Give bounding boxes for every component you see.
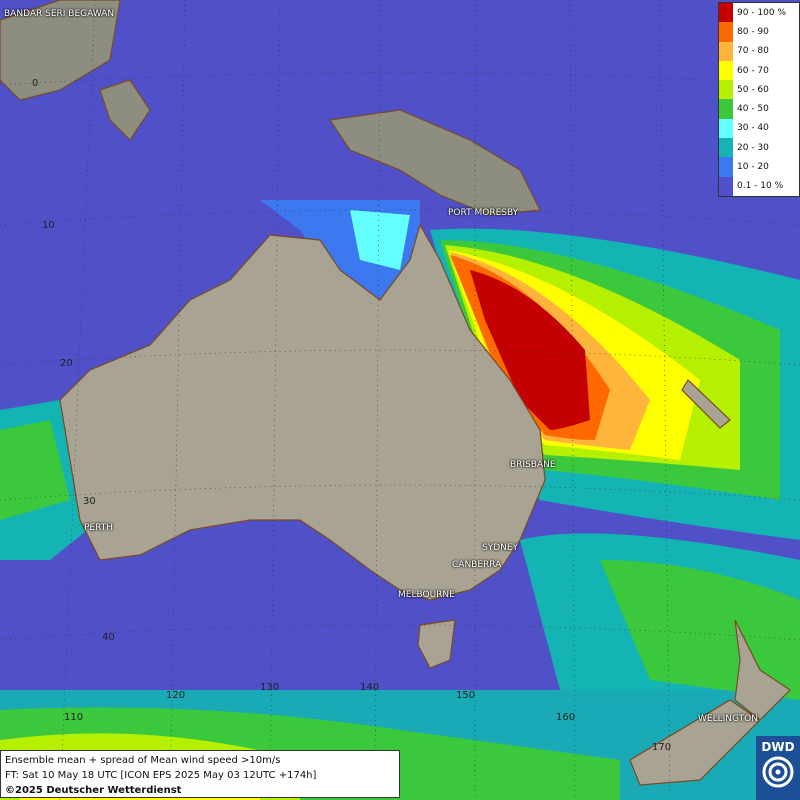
legend-label: 40 - 50 [737,104,769,115]
legend-label: 90 - 100 % [737,7,787,18]
legend-swatch [719,99,733,119]
city-bandar-seri-begawan: BANDAR SERI BEGAWAN [4,9,115,19]
legend-row: 60 - 70 [719,60,799,81]
lon-label-150: 150 [456,690,476,701]
legend-swatch [719,80,733,100]
legend-swatch [719,138,733,158]
info-forecast-time: FT: Sat 10 May 18 UTC [ICON EPS 2025 May… [5,770,317,781]
legend-swatch [719,3,733,23]
legend-label: 50 - 60 [737,84,769,95]
legend-row: 50 - 60 [719,80,799,100]
legend-label: 20 - 30 [737,142,769,153]
dwd-logo: DWD [756,736,800,800]
australia [59,223,546,601]
lon-label-120: 120 [166,690,186,701]
legend-row: 30 - 40 [719,118,799,139]
legend-swatch [719,157,733,177]
city-melbourne: MELBOURNE [398,590,455,600]
city-wellington: WELLINGTON [698,714,758,724]
legend-label: 10 - 20 [737,162,769,173]
lat-label-0: 0 [32,78,39,89]
new-zealand-south [629,699,761,786]
legend-swatch [719,22,733,42]
legend-label: 80 - 90 [737,26,769,37]
lon-label-160: 160 [556,712,576,723]
legend-label: 0.1 - 10 % [737,181,784,192]
city-canberra: CANBERRA [452,560,502,570]
legend: 90 - 100 % 80 - 90 70 - 80 60 - 70 50 - … [718,2,800,197]
new-caledonia [681,379,731,429]
legend-row: 80 - 90 [719,22,799,42]
lat-label-40: 40 [102,632,115,643]
swirl-icon [762,756,794,788]
lon-label-130: 130 [260,682,280,693]
dwd-logo-text: DWD [761,740,795,754]
info-box: Ensemble mean + spread of Mean wind spee… [0,750,400,798]
legend-label: 30 - 40 [737,123,769,134]
legend-label: 70 - 80 [737,46,769,57]
info-copyright: ©2025 Deutscher Wetterdienst [5,785,182,796]
legend-row: 20 - 30 [719,138,799,158]
legend-label: 60 - 70 [737,65,769,76]
lat-label-30: 30 [83,496,96,507]
legend-row: 0.1 - 10 % [719,176,799,196]
city-port-moresby: PORT MORESBY [448,208,519,218]
city-sydney: SYDNEY [482,543,519,553]
new-guinea [328,109,541,216]
legend-swatch [719,118,733,139]
lat-label-20: 20 [60,358,73,369]
legend-row: 70 - 80 [719,41,799,61]
lon-label-170: 170 [652,742,672,753]
city-brisbane: BRISBANE [510,460,556,470]
sulawesi [99,79,151,141]
borneo [0,0,121,101]
legend-row: 40 - 50 [719,99,799,119]
lat-label-10: 10 [42,220,55,231]
land [0,0,791,786]
lon-label-140: 140 [360,682,380,693]
legend-row: 90 - 100 % [719,3,799,23]
legend-swatch [719,41,733,61]
legend-row: 10 - 20 [719,157,799,177]
legend-swatch [719,60,733,81]
info-product: Ensemble mean + spread of Mean wind spee… [5,755,281,766]
legend-swatch [719,176,733,196]
lon-label-110: 110 [64,712,84,723]
city-perth: PERTH [84,523,113,533]
tasmania [417,619,456,669]
